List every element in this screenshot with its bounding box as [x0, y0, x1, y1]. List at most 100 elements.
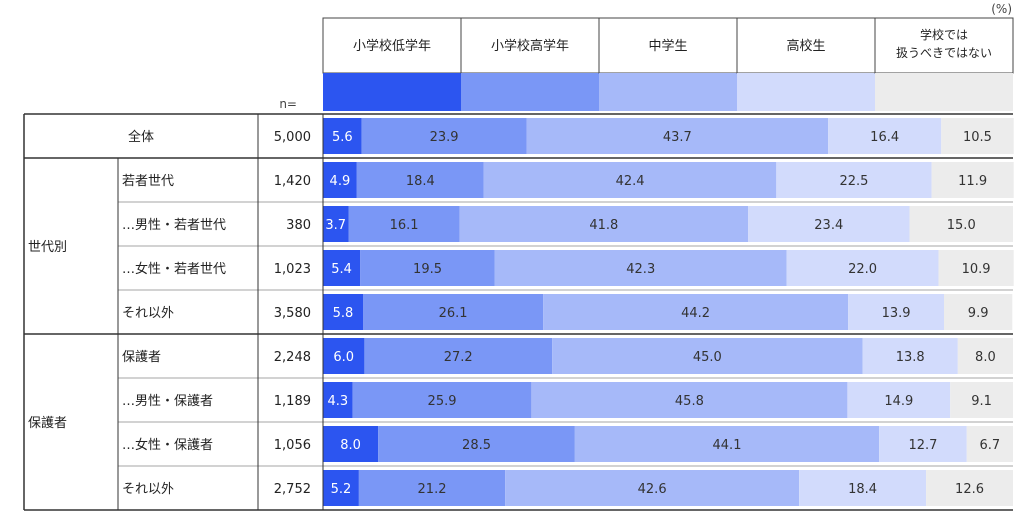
- data-label-0: 8.0: [340, 438, 361, 453]
- legend-cell-0: [322, 17, 462, 74]
- legend-label-2: 中学生: [648, 38, 687, 54]
- bar-segment-4: [926, 470, 1013, 506]
- data-label-2: 44.2: [681, 306, 710, 321]
- bar-segment-4: [909, 206, 1013, 242]
- bar-segment-3: [848, 294, 944, 330]
- legend-swatch-1: [461, 73, 599, 111]
- legend-label-0: 小学校低学年: [353, 38, 431, 54]
- row-label: それ以外: [122, 482, 174, 497]
- bar-segment-3: [799, 470, 927, 506]
- legend-cell-3: [736, 17, 876, 74]
- row-n: 1,023: [274, 262, 311, 277]
- legend-label-3: 高校生: [786, 38, 825, 54]
- data-label-2: 42.4: [616, 174, 645, 189]
- bar-segment-2: [543, 294, 849, 330]
- data-label-3: 14.9: [884, 394, 913, 409]
- bar-segment-0: [323, 294, 364, 330]
- bar-segment-1: [348, 206, 460, 242]
- bar-segment-0: [323, 162, 357, 198]
- bar-segment-4: [941, 118, 1014, 154]
- row-label: …女性・保護者: [122, 437, 213, 453]
- row-label: 若者世代: [122, 173, 174, 189]
- data-label-0: 6.0: [333, 350, 354, 365]
- row-label: 保護者: [122, 349, 161, 365]
- legend-swatch-0: [323, 73, 461, 111]
- bar-segment-3: [748, 206, 910, 242]
- bar-segment-3: [847, 382, 951, 418]
- data-label-3: 18.4: [848, 482, 877, 497]
- bar-segment-4: [957, 338, 1013, 374]
- bar-segment-2: [531, 382, 848, 418]
- bar-segment-2: [526, 118, 829, 154]
- data-label-1: 28.5: [462, 438, 491, 453]
- row-n: 5,000: [274, 130, 311, 145]
- data-label-1: 21.2: [418, 482, 447, 497]
- legend-cell-2: [598, 17, 738, 74]
- bar-segment-0: [323, 206, 349, 242]
- data-label-0: 5.4: [331, 262, 352, 277]
- bar-segment-4: [966, 426, 1013, 462]
- legend-cell-4: [874, 17, 1014, 74]
- legend-label-4-1: 扱うべきではない: [896, 46, 992, 60]
- data-label-1: 16.1: [390, 218, 419, 233]
- data-label-4: 15.0: [947, 218, 976, 233]
- bar-segment-0: [323, 250, 361, 286]
- row-label: …女性・若者世代: [122, 261, 226, 277]
- legend-label-4-0: 学校では: [920, 27, 968, 42]
- row-label: …男性・保護者: [122, 393, 213, 409]
- data-label-4: 11.9: [958, 174, 987, 189]
- bar-segment-3: [786, 250, 939, 286]
- data-label-1: 18.4: [406, 174, 435, 189]
- row-label: …男性・若者世代: [122, 217, 226, 233]
- data-label-4: 10.9: [962, 262, 991, 277]
- data-label-0: 5.8: [333, 306, 354, 321]
- unit-label: (%): [991, 2, 1012, 16]
- data-label-0: 5.6: [332, 130, 353, 145]
- bar-segment-1: [360, 250, 495, 286]
- data-label-4: 6.7: [980, 438, 1001, 453]
- data-label-4: 8.0: [975, 350, 996, 365]
- data-label-4: 9.1: [971, 394, 992, 409]
- bar-segment-1: [358, 470, 506, 506]
- data-label-2: 41.8: [589, 218, 618, 233]
- row-n: 1,056: [274, 438, 311, 453]
- bar-segment-0: [323, 338, 365, 374]
- row-n: 1,189: [274, 394, 311, 409]
- bar-segment-2: [483, 162, 777, 198]
- bar-segment-4: [931, 162, 1014, 198]
- row-n: 3,580: [274, 306, 311, 321]
- bar-segment-3: [862, 338, 958, 374]
- bar-segment-4: [950, 382, 1013, 418]
- bar-segment-0: [323, 470, 359, 506]
- bar-segment-3: [776, 162, 932, 198]
- bar-segment-1: [352, 382, 532, 418]
- bar-segment-2: [505, 470, 800, 506]
- data-label-1: 25.9: [428, 394, 457, 409]
- data-label-0: 5.2: [331, 482, 352, 497]
- bar-segment-3: [879, 426, 967, 462]
- bar-segment-1: [361, 118, 527, 154]
- data-label-0: 4.9: [330, 174, 351, 189]
- bar-segment-4: [938, 250, 1014, 286]
- legend-swatch-2: [599, 73, 737, 111]
- data-label-1: 23.9: [430, 130, 459, 145]
- bar-segment-4: [944, 294, 1013, 330]
- bar-segment-0: [323, 426, 379, 462]
- bar-segment-2: [574, 426, 880, 462]
- legend-label-1: 小学校高学年: [491, 38, 569, 54]
- data-label-4: 12.6: [955, 482, 984, 497]
- data-label-1: 19.5: [413, 262, 442, 277]
- data-label-3: 22.5: [839, 174, 868, 189]
- legend-swatch-3: [737, 73, 875, 111]
- n-label: n=: [279, 97, 297, 111]
- group-label-1: 世代別: [28, 240, 67, 255]
- row-n: 2,752: [274, 482, 311, 497]
- bar-segment-1: [363, 294, 544, 330]
- data-label-2: 42.6: [638, 482, 667, 497]
- data-label-4: 9.9: [968, 306, 989, 321]
- bar-segment-2: [494, 250, 787, 286]
- legend-swatch-4: [875, 73, 1013, 111]
- legend-cell-1: [460, 17, 600, 74]
- row-label: 全体: [128, 129, 154, 145]
